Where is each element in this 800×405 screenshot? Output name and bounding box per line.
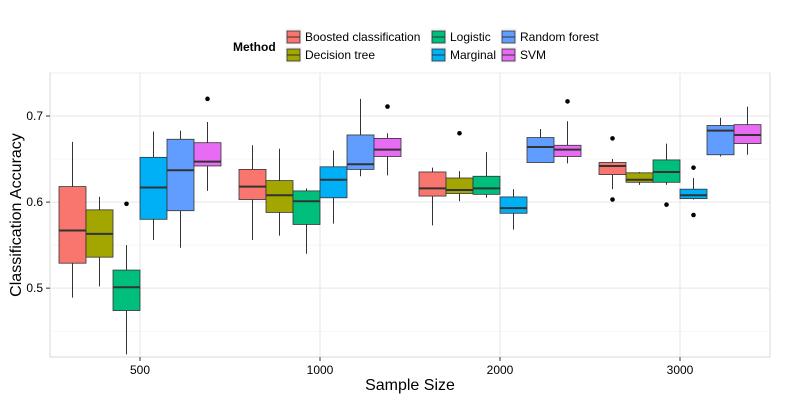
box-marginal-500 xyxy=(139,131,168,240)
outlier-point xyxy=(385,104,390,109)
legend-item-boosted-classification: Boosted classification xyxy=(284,27,420,46)
box-boosted-classification-500 xyxy=(58,141,87,298)
y-tick-label: 0.5 xyxy=(26,281,43,295)
box-svm-2000 xyxy=(553,99,582,164)
box-svm-3000 xyxy=(733,106,762,155)
x-tick-label: 3000 xyxy=(667,363,694,377)
outlier-point xyxy=(610,136,615,141)
box-logistic-3000 xyxy=(652,143,681,207)
legend-item-decision-tree: Decision tree xyxy=(284,45,375,64)
legend-label: Logistic xyxy=(450,30,491,44)
y-axis-title: Classification Accuracy xyxy=(8,133,25,297)
x-axis: 500 1000 2000 3000 xyxy=(130,357,694,377)
box-marginal-3000 xyxy=(679,165,708,218)
box-body xyxy=(265,180,294,213)
box-body xyxy=(625,172,654,183)
box-body xyxy=(373,138,402,157)
box-decision-tree-1000 xyxy=(265,148,294,236)
y-axis: 0.5 0.6 0.7 xyxy=(26,109,50,295)
box-logistic-500 xyxy=(112,201,141,355)
box-body xyxy=(598,162,627,175)
boxes xyxy=(58,96,762,355)
plot-panel xyxy=(49,72,771,358)
legend-label: Decision tree xyxy=(305,48,375,62)
box-body xyxy=(292,190,321,225)
box-logistic-2000 xyxy=(472,152,501,198)
outlier-point xyxy=(565,99,570,104)
box-body xyxy=(445,177,474,194)
legend-label: SVM xyxy=(520,48,546,62)
box-body xyxy=(238,168,267,200)
outlier-point xyxy=(691,212,696,218)
legend: Method Boosted classification Decision tr… xyxy=(233,27,599,64)
box-body xyxy=(193,142,222,167)
box-body xyxy=(553,144,582,157)
legend-item-marginal: Marginal xyxy=(429,45,496,64)
legend-item-random-forest: Random forest xyxy=(499,27,599,46)
y-tick-label: 0.7 xyxy=(26,109,43,123)
box-boosted-classification-2000 xyxy=(418,167,447,226)
x-tick-label: 500 xyxy=(130,363,150,377)
x-tick-label: 1000 xyxy=(307,363,334,377)
box-marginal-2000 xyxy=(499,189,528,230)
outlier-point xyxy=(664,202,669,207)
y-tick-label: 0.6 xyxy=(26,195,43,209)
legend-label: Marginal xyxy=(450,48,496,62)
box-random-forest-2000 xyxy=(526,128,555,163)
outlier-point xyxy=(457,130,462,136)
box-marginal-1000 xyxy=(319,150,348,224)
legend-item-logistic: Logistic xyxy=(429,27,491,46)
box-body xyxy=(418,171,447,197)
box-body xyxy=(499,196,528,214)
x-tick-label: 2000 xyxy=(487,363,514,377)
box-logistic-1000 xyxy=(292,188,321,254)
box-random-forest-3000 xyxy=(706,117,735,157)
outlier-point xyxy=(610,197,615,202)
legend-title: Method xyxy=(233,40,276,54)
box-body xyxy=(58,186,87,264)
legend-item-svm: SVM xyxy=(499,45,546,64)
box-body xyxy=(472,175,501,195)
box-svm-500 xyxy=(193,96,222,191)
box-body xyxy=(679,188,708,200)
x-axis-title: Sample Size xyxy=(365,377,455,394)
box-random-forest-1000 xyxy=(346,98,375,177)
box-decision-tree-2000 xyxy=(445,130,474,202)
box-body xyxy=(112,269,141,311)
box-svm-1000 xyxy=(373,104,402,176)
box-boosted-classification-3000 xyxy=(598,136,627,202)
box-body xyxy=(526,137,555,163)
legend-label: Boosted classification xyxy=(305,30,420,44)
box-body xyxy=(319,166,348,199)
box-body xyxy=(166,138,195,212)
outlier-point xyxy=(205,96,210,102)
box-random-forest-500 xyxy=(166,130,195,248)
outlier-point xyxy=(124,201,129,207)
outlier-point xyxy=(691,165,696,170)
legend-label: Random forest xyxy=(520,30,599,44)
box-decision-tree-500 xyxy=(85,196,114,287)
